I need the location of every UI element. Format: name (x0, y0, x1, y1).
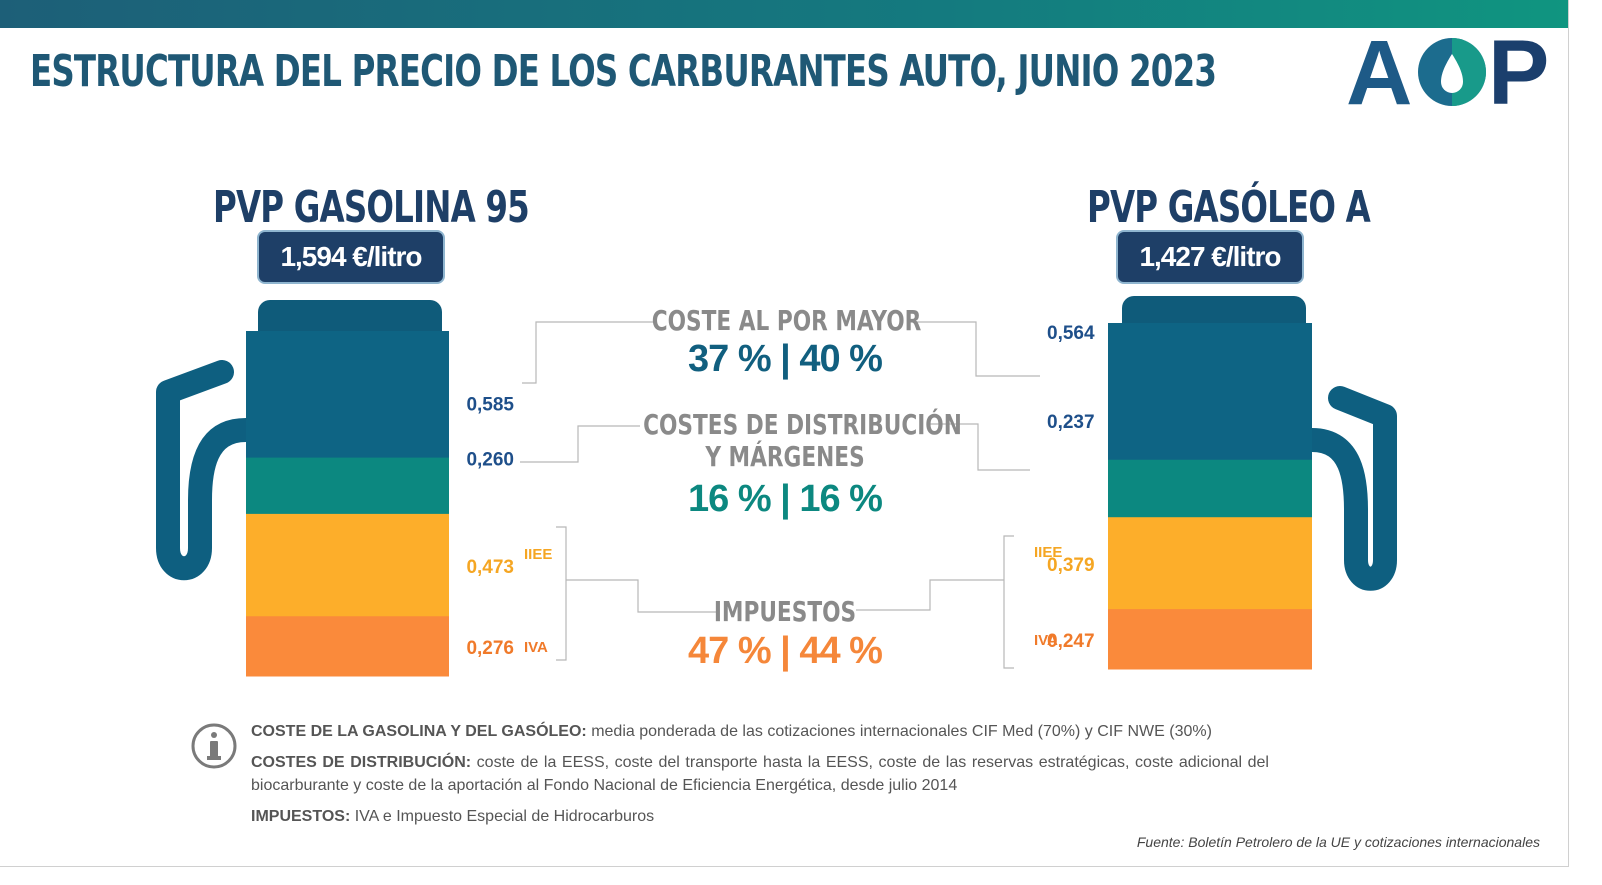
price-box-gasoleo: 1,427 €/litro (1116, 230, 1304, 284)
bar-segment-iiee (1108, 517, 1312, 610)
value-label-iiee: 0,473 (466, 557, 514, 578)
footnote-text: IVA e Impuesto Especial de Hidrocarburos (350, 808, 655, 825)
footnote-coste: COSTE DE LA GASOLINA Y DEL GASÓLEO: medi… (251, 720, 1269, 743)
value-label-distribucion: 0,237 (1047, 412, 1095, 433)
connector-line (566, 579, 716, 613)
logo-letter-a: A (1346, 30, 1412, 110)
bar-segment-iva (1108, 609, 1312, 670)
footnote-text: media ponderada de las cotizaciones inte… (586, 723, 1212, 740)
pump-title-gasoleo: PVP GASÓLEO A (1087, 182, 1371, 233)
bar-segment-coste_al_por_mayor (1108, 323, 1312, 461)
slide: ESTRUCTURA DEL PRECIO DE LOS CARBURANTES… (0, 0, 1569, 867)
value-label-iva: 0,247 (1047, 631, 1095, 652)
source-note: Fuente: Boletín Petrolero de la UE y cot… (1136, 834, 1540, 850)
connector-line (928, 423, 1030, 471)
page-title: ESTRUCTURA DEL PRECIO DE LOS CARBURANTES… (30, 46, 1217, 97)
bar-segment-distribucion (246, 457, 449, 515)
tax-tag-iiee: IIEE (524, 546, 552, 563)
nozzle-hose-icon (156, 360, 258, 581)
category-pct-coste: 37 % | 40 % (688, 338, 883, 380)
bar-segment-iva (246, 616, 449, 677)
info-icon (191, 723, 237, 769)
bar-segment-iiee (246, 513, 449, 617)
drop-logo-icon (1418, 38, 1486, 106)
connector-line (520, 425, 640, 463)
value-label-coste_al_por_mayor: 0,564 (1047, 323, 1095, 344)
category-label-impuestos: IMPUESTOS (713, 595, 857, 628)
footnote-impuestos: IMPUESTOS: IVA e Impuesto Especial de Hi… (251, 805, 1269, 828)
value-label-coste_al_por_mayor: 0,585 (466, 395, 514, 416)
tax-tag-iva: IVA (1034, 632, 1058, 649)
value-label-iva: 0,276 (466, 638, 514, 659)
footnote-term: COSTE DE LA GASOLINA Y DEL GASÓLEO: (251, 723, 587, 740)
header-bar (0, 0, 1568, 28)
bar-segment-distribucion (1108, 459, 1312, 518)
category-label-coste: COSTE AL POR MAYOR (651, 304, 922, 337)
connector-line (522, 321, 654, 384)
nozzle-hose-icon (1300, 386, 1397, 591)
footnote-term: COSTES DE DISTRIBUCIÓN: (251, 754, 472, 771)
connector-bracket (556, 526, 567, 661)
connector-bracket (1003, 535, 1014, 669)
footnote-text: coste de la EESS, coste del transporte h… (251, 754, 1269, 794)
category-pct-distribucion: 16 % | 16 % (688, 478, 883, 520)
category-label-distribucion-2: Y MÁRGENES (705, 440, 865, 473)
tax-tag-iva: IVA (524, 639, 548, 656)
connector-line (914, 321, 1040, 377)
logo: A P (1346, 30, 1549, 110)
price-structure-chart: 0,585 0,260 0,473 IIEE 0,276 IVA 0,564 0,237 0,3… (156, 296, 1397, 677)
value-label-distribucion: 0,260 (466, 450, 514, 471)
category-pct-impuestos: 47 % | 44 % (688, 630, 883, 672)
value-label-iiee: 0,379 (1047, 555, 1095, 576)
logo-letter-p: P (1488, 30, 1549, 110)
footnotes: COSTE DE LA GASOLINA Y DEL GASÓLEO: medi… (251, 720, 1269, 836)
footnote-distribucion: COSTES DE DISTRIBUCIÓN: coste de la EESS… (251, 751, 1269, 797)
tax-tag-iiee: IIEE (1034, 544, 1062, 561)
price-box-gasolina: 1,594 €/litro (257, 230, 445, 284)
pump-title-gasolina: PVP GASOLINA 95 (213, 182, 530, 233)
footnote-term: IMPUESTOS: (251, 808, 351, 825)
category-label-distribucion-1: COSTES DE DISTRIBUCIÓN (643, 408, 962, 441)
connector-line (856, 579, 1004, 611)
bar-segment-coste_al_por_mayor (246, 331, 449, 459)
